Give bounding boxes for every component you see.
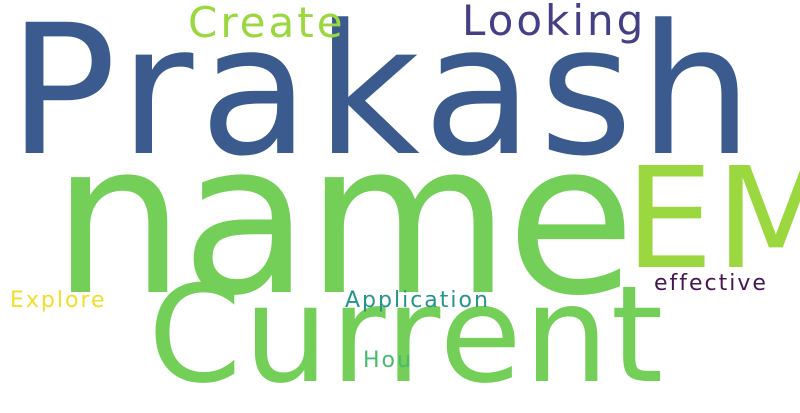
word-application: Application [345,288,490,313]
word-em: EM [625,138,800,301]
word-create: Create [188,0,346,47]
word-looking: Looking [462,0,647,45]
word-name: name [52,97,636,342]
word-hou: Hou [363,348,413,373]
word-explore: Explore [10,288,107,313]
word-prakash: Prakash [8,0,759,196]
word-cloud: Prakash name Current EM Create Looking E… [8,0,800,413]
word-current: Current [148,257,666,413]
word-effective: effective [654,271,768,296]
